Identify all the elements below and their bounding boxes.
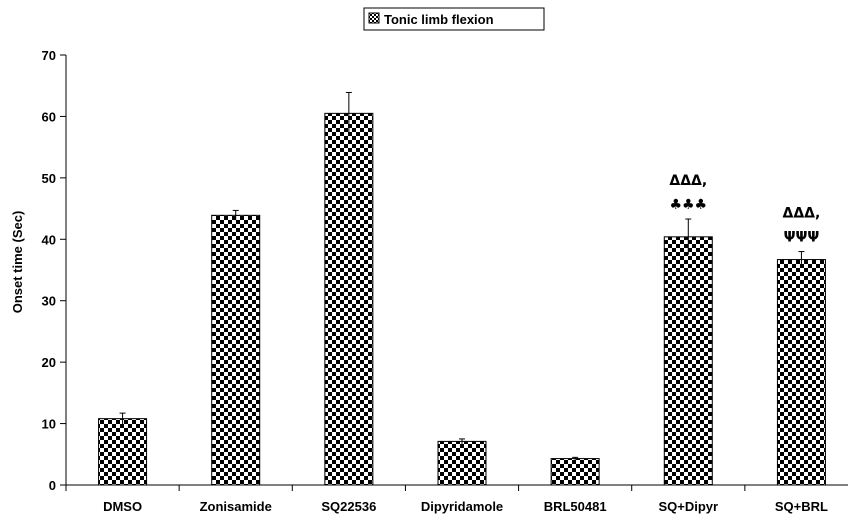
x-tick-label: Dipyridamole [421, 499, 503, 514]
y-tick-label: 0 [49, 478, 56, 493]
y-tick-label: 60 [42, 109, 56, 124]
x-tick-label: SQ+Dipyr [658, 499, 718, 514]
x-tick-label: SQ+BRL [775, 499, 828, 514]
x-tick-label: SQ22536 [321, 499, 376, 514]
y-tick-label: 40 [42, 232, 56, 247]
y-axis: 0 10 20 30 40 50 60 70 [42, 48, 67, 493]
x-axis: DMSO Zonisamide SQ22536 Dipyridamole BRL5048… [65, 484, 848, 514]
bar [663, 236, 713, 486]
bar [98, 418, 148, 486]
y-tick-label: 20 [42, 355, 56, 370]
bar [776, 259, 826, 486]
x-tick-label: DMSO [103, 499, 142, 514]
bar [211, 214, 261, 486]
y-axis-title: Onset time (Sec) [10, 211, 25, 314]
legend-swatch [368, 12, 380, 24]
y-tick-label: 30 [42, 294, 56, 309]
legend-box [363, 7, 545, 31]
bar [437, 440, 487, 486]
y-tick-label: 10 [42, 417, 56, 432]
bar [324, 112, 374, 486]
legend: Tonic limb flexion [363, 7, 545, 31]
significance-annotation: ΔΔΔ, [783, 206, 821, 222]
significance-annotation: ΨΨΨ [784, 230, 820, 246]
x-tick-label: Zonisamide [200, 499, 272, 514]
bar [550, 458, 600, 486]
legend-label: Tonic limb flexion [384, 12, 494, 27]
bars [98, 91, 826, 486]
significance-annotation: ♣♣♣ [669, 197, 707, 213]
significance-annotation: ΔΔΔ, [669, 173, 707, 189]
y-tick-label: 50 [42, 171, 56, 186]
annotations: ΔΔΔ, ♣♣♣ ΔΔΔ, ΨΨΨ [669, 173, 820, 246]
x-tick-label: BRL50481 [544, 499, 607, 514]
y-tick-label: 70 [42, 48, 56, 63]
